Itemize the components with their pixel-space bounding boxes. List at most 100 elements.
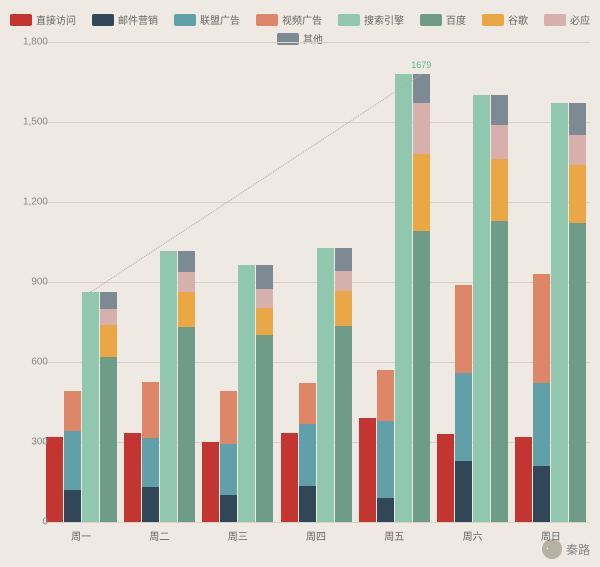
legend-item-google[interactable]: 谷歌 bbox=[482, 12, 528, 27]
bar-segment-mail bbox=[533, 466, 550, 522]
bar[interactable] bbox=[473, 95, 490, 522]
bar-segment-baidu bbox=[178, 327, 195, 522]
gridline bbox=[42, 522, 590, 523]
bar-segment-union bbox=[64, 431, 81, 490]
bar-segment-search bbox=[473, 95, 490, 522]
legend-swatch bbox=[10, 14, 32, 26]
bar[interactable] bbox=[142, 382, 159, 522]
bar-segment-other bbox=[491, 95, 508, 124]
y-axis-label: 900 bbox=[12, 277, 48, 288]
legend-label: 搜索引擎 bbox=[364, 12, 404, 27]
bar[interactable] bbox=[569, 103, 586, 522]
bar[interactable] bbox=[359, 418, 376, 522]
y-axis-label: 1,200 bbox=[12, 197, 48, 208]
bar-segment-bing bbox=[569, 135, 586, 164]
legend-swatch bbox=[544, 14, 566, 26]
bar-segment-mail bbox=[220, 495, 237, 522]
legend-item-bing[interactable]: 必应 bbox=[544, 12, 590, 27]
bar-segment-google bbox=[413, 154, 430, 231]
bar-segment-other bbox=[256, 265, 273, 289]
bar[interactable] bbox=[124, 433, 141, 522]
bar[interactable] bbox=[413, 74, 430, 522]
gridline bbox=[42, 42, 590, 43]
bar-segment-search bbox=[551, 103, 568, 522]
bar-segment-bing bbox=[413, 103, 430, 154]
bar-segment-baidu bbox=[491, 221, 508, 522]
bar-segment-google bbox=[256, 308, 273, 335]
watermark-text: 秦路 bbox=[566, 541, 590, 558]
bar-segment-search bbox=[395, 74, 412, 522]
bar-segment-video bbox=[220, 391, 237, 445]
bar[interactable] bbox=[515, 437, 532, 522]
legend-label: 百度 bbox=[446, 12, 466, 27]
bar-segment-direct bbox=[359, 418, 376, 522]
bar-segment-direct bbox=[515, 437, 532, 522]
y-axis-label: 600 bbox=[12, 357, 48, 368]
legend-item-video[interactable]: 视频广告 bbox=[256, 12, 322, 27]
legend-item-search[interactable]: 搜索引擎 bbox=[338, 12, 404, 27]
bar-segment-direct bbox=[46, 437, 63, 522]
bar-segment-google bbox=[491, 159, 508, 220]
bar-segment-mail bbox=[455, 461, 472, 522]
bar[interactable] bbox=[281, 433, 298, 522]
bar[interactable] bbox=[202, 442, 219, 522]
bar-segment-search bbox=[82, 292, 99, 522]
y-axis-label: 1,800 bbox=[12, 37, 48, 48]
bar[interactable] bbox=[64, 391, 81, 522]
bar-segment-video bbox=[377, 370, 394, 421]
legend-item-baidu[interactable]: 百度 bbox=[420, 12, 466, 27]
bar[interactable] bbox=[491, 95, 508, 522]
bar-segment-mail bbox=[299, 486, 316, 522]
legend-item-union[interactable]: 联盟广告 bbox=[174, 12, 240, 27]
legend-swatch bbox=[338, 14, 360, 26]
x-axis-label: 周六 bbox=[463, 528, 483, 543]
y-axis-label: 1,500 bbox=[12, 117, 48, 128]
bar-segment-mail bbox=[64, 490, 81, 522]
bar-segment-bing bbox=[178, 272, 195, 291]
bar-segment-google bbox=[100, 325, 117, 357]
bar[interactable] bbox=[100, 292, 117, 522]
bar-segment-video bbox=[64, 391, 81, 431]
bar-segment-direct bbox=[437, 434, 454, 522]
bar-segment-bing bbox=[491, 125, 508, 160]
bar[interactable] bbox=[46, 437, 63, 522]
bar[interactable] bbox=[395, 74, 412, 522]
bar-segment-direct bbox=[202, 442, 219, 522]
bar[interactable] bbox=[335, 248, 352, 522]
bar-segment-google bbox=[335, 291, 352, 327]
legend-label: 必应 bbox=[570, 12, 590, 27]
chart-root: 直接访问邮件营销联盟广告视频广告搜索引擎百度谷歌必应其他 1679 秦路 030… bbox=[0, 0, 600, 567]
bar[interactable] bbox=[299, 383, 316, 522]
legend-item-direct[interactable]: 直接访问 bbox=[10, 12, 76, 27]
bar[interactable] bbox=[238, 265, 255, 522]
x-axis-label: 周二 bbox=[149, 528, 169, 543]
peak-value-label: 1679 bbox=[411, 60, 431, 70]
bar-segment-baidu bbox=[413, 231, 430, 522]
bar-segment-union bbox=[299, 424, 316, 486]
bar-segment-google bbox=[569, 165, 586, 224]
bar-segment-mail bbox=[142, 487, 159, 522]
bar[interactable] bbox=[551, 103, 568, 522]
legend-label: 直接访问 bbox=[36, 12, 76, 27]
bar[interactable] bbox=[377, 370, 394, 522]
bar[interactable] bbox=[437, 434, 454, 522]
bar[interactable] bbox=[82, 292, 99, 522]
bar[interactable] bbox=[160, 251, 177, 522]
bar[interactable] bbox=[178, 251, 195, 522]
bar-segment-bing bbox=[256, 289, 273, 308]
legend-item-mail[interactable]: 邮件营销 bbox=[92, 12, 158, 27]
x-axis-label: 周一 bbox=[71, 528, 91, 543]
bar[interactable] bbox=[317, 248, 334, 522]
bar-segment-baidu bbox=[256, 335, 273, 522]
x-axis-label: 周五 bbox=[384, 528, 404, 543]
bar-segment-search bbox=[317, 248, 334, 522]
bar-segment-baidu bbox=[335, 326, 352, 522]
y-axis-label: 0 bbox=[12, 517, 48, 528]
bar-segment-video bbox=[299, 383, 316, 424]
bar[interactable] bbox=[533, 274, 550, 522]
bar[interactable] bbox=[455, 285, 472, 522]
bar-segment-union bbox=[142, 438, 159, 487]
bar[interactable] bbox=[256, 265, 273, 522]
bar[interactable] bbox=[220, 391, 237, 522]
legend-swatch bbox=[420, 14, 442, 26]
